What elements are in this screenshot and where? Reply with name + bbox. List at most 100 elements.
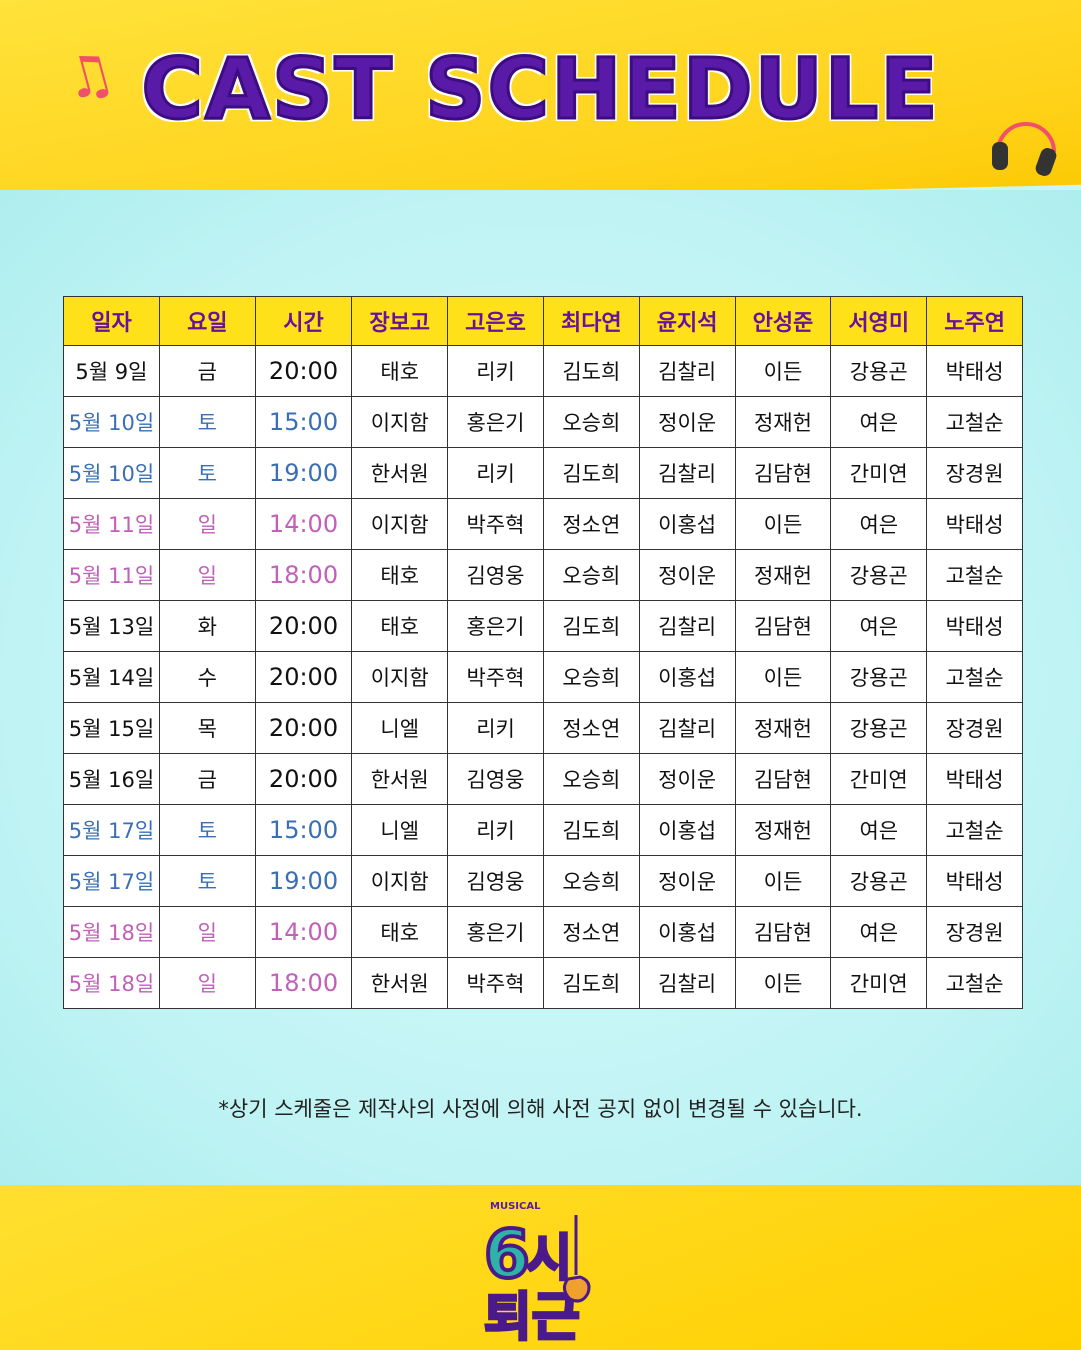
column-header: 장보고 — [351, 296, 449, 346]
time-cell: 19:00 — [254, 447, 353, 499]
cast-cell: 김영웅 — [447, 549, 544, 601]
cast-cell: 김도희 — [542, 957, 640, 1009]
cast-cell: 이홍섭 — [638, 804, 736, 856]
cast-cell: 장경원 — [926, 447, 1023, 499]
cast-cell: 여은 — [830, 600, 928, 652]
cast-cell: 박주혁 — [447, 957, 544, 1009]
table-row: 5월 17일 토 19:00 이지함 김영웅 오승희 정이운 이든 강용곤 박태성 — [63, 855, 1023, 907]
date-cell: 5월 9일 — [63, 345, 160, 397]
cast-cell: 정재헌 — [734, 396, 832, 448]
cast-cell: 이지함 — [351, 651, 449, 703]
table-row: 5월 15일 목 20:00 니엘 리키 정소연 김찰리 정재헌 강용곤 장경원 — [63, 702, 1023, 754]
cast-cell: 고철순 — [926, 957, 1023, 1009]
date-cell: 5월 10일 — [63, 447, 160, 499]
time-cell: 20:00 — [254, 753, 353, 805]
svg-text:6: 6 — [484, 1216, 530, 1293]
cast-cell: 정이운 — [638, 753, 736, 805]
cast-cell: 강용곤 — [830, 345, 928, 397]
cast-cell: 김찰리 — [638, 702, 736, 754]
cast-cell: 고철순 — [926, 549, 1023, 601]
cast-cell: 한서원 — [351, 957, 449, 1009]
weekday-cell: 금 — [158, 345, 256, 397]
table-row: 5월 14일 수 20:00 이지함 박주혁 오승희 이홍섭 이든 강용곤 고철순 — [63, 651, 1023, 703]
cast-cell: 홍은기 — [447, 600, 544, 652]
weekday-cell: 수 — [158, 651, 256, 703]
date-cell: 5월 17일 — [63, 804, 160, 856]
weekday-cell: 일 — [158, 906, 256, 958]
cast-cell: 간미연 — [830, 447, 928, 499]
table-row: 5월 11일 일 18:00 태호 김영웅 오승희 정이운 정재헌 강용곤 고철순 — [63, 549, 1023, 601]
cast-cell: 장경원 — [926, 702, 1023, 754]
cast-cell: 리키 — [447, 447, 544, 499]
cast-cell: 이든 — [734, 855, 832, 907]
table-row: 5월 10일 토 15:00 이지함 홍은기 오승희 정이운 정재헌 여은 고철순 — [63, 396, 1023, 448]
cast-cell: 박태성 — [926, 855, 1023, 907]
cast-cell: 정소연 — [542, 498, 640, 550]
cast-cell: 정이운 — [638, 396, 736, 448]
table-header-row: 일자 요일 시간 장보고 고은호 최다연 윤지석 안성준 서영미 노주연 — [63, 296, 1023, 346]
cast-cell: 김도희 — [542, 600, 640, 652]
date-cell: 5월 14일 — [63, 651, 160, 703]
date-cell: 5월 10일 — [63, 396, 160, 448]
column-header: 시간 — [254, 296, 353, 346]
time-cell: 19:00 — [254, 855, 353, 907]
cast-cell: 이홍섭 — [638, 651, 736, 703]
cast-cell: 김담현 — [734, 753, 832, 805]
page-title: CAST SCHEDULE — [140, 39, 940, 140]
cast-cell: 고철순 — [926, 396, 1023, 448]
table-row: 5월 18일 일 14:00 태호 홍은기 정소연 이홍섭 김담현 여은 장경원 — [63, 906, 1023, 958]
column-header: 노주연 — [926, 296, 1023, 346]
cast-cell: 리키 — [447, 702, 544, 754]
cast-cell: 김영웅 — [447, 855, 544, 907]
cast-cell: 김찰리 — [638, 345, 736, 397]
cast-cell: 이지함 — [351, 396, 449, 448]
cast-cell: 김담현 — [734, 906, 832, 958]
cast-cell: 정소연 — [542, 702, 640, 754]
date-cell: 5월 11일 — [63, 549, 160, 601]
cast-cell: 여은 — [830, 498, 928, 550]
table-row: 5월 16일 금 20:00 한서원 김영웅 오승희 정이운 김담현 간미연 박태성 — [63, 753, 1023, 805]
footnote: *상기 스케줄은 제작사의 사정에 의해 사전 공지 없이 변경될 수 있습니다… — [218, 1097, 863, 1121]
cast-schedule-table: 일자 요일 시간 장보고 고은호 최다연 윤지석 안성준 서영미 노주연 5월 9일 금 20:00 태… — [63, 296, 1023, 1009]
cast-cell: 강용곤 — [830, 855, 928, 907]
cast-cell: 한서원 — [351, 753, 449, 805]
table-row: 5월 13일 화 20:00 태호 홍은기 김도희 김찰리 김담현 여은 박태성 — [63, 600, 1023, 652]
cast-cell: 태호 — [351, 549, 449, 601]
cast-cell: 정소연 — [542, 906, 640, 958]
column-header: 윤지석 — [638, 296, 736, 346]
weekday-cell: 토 — [158, 804, 256, 856]
cast-cell: 오승희 — [542, 651, 640, 703]
cast-cell: 김영웅 — [447, 753, 544, 805]
cast-cell: 오승희 — [542, 549, 640, 601]
show-logo: MUSICAL 6 시 퇴근 — [482, 1201, 591, 1345]
cast-cell: 강용곤 — [830, 651, 928, 703]
time-cell: 18:00 — [254, 957, 353, 1009]
date-cell: 5월 16일 — [63, 753, 160, 805]
column-header: 최다연 — [542, 296, 640, 346]
cast-cell: 이홍섭 — [638, 906, 736, 958]
cast-cell: 오승희 — [542, 855, 640, 907]
cast-cell: 이든 — [734, 345, 832, 397]
cast-cell: 태호 — [351, 600, 449, 652]
time-cell: 14:00 — [254, 498, 353, 550]
cast-cell: 태호 — [351, 345, 449, 397]
date-cell: 5월 17일 — [63, 855, 160, 907]
cast-cell: 장경원 — [926, 906, 1023, 958]
date-cell: 5월 11일 — [63, 498, 160, 550]
weekday-cell: 화 — [158, 600, 256, 652]
cast-cell: 고철순 — [926, 804, 1023, 856]
cast-cell: 이든 — [734, 498, 832, 550]
cast-cell: 김담현 — [734, 447, 832, 499]
svg-text:시: 시 — [526, 1229, 572, 1287]
headphones-icon — [992, 122, 1057, 176]
cast-cell: 태호 — [351, 906, 449, 958]
date-cell: 5월 18일 — [63, 906, 160, 958]
date-cell: 5월 13일 — [63, 600, 160, 652]
column-header: 고은호 — [447, 296, 544, 346]
column-header: 안성준 — [734, 296, 832, 346]
cast-cell: 김찰리 — [638, 447, 736, 499]
cast-cell: 김담현 — [734, 600, 832, 652]
table-row: 5월 17일 토 15:00 니엘 리키 김도희 이홍섭 정재헌 여은 고철순 — [63, 804, 1023, 856]
cast-cell: 니엘 — [351, 804, 449, 856]
cast-cell: 오승희 — [542, 396, 640, 448]
